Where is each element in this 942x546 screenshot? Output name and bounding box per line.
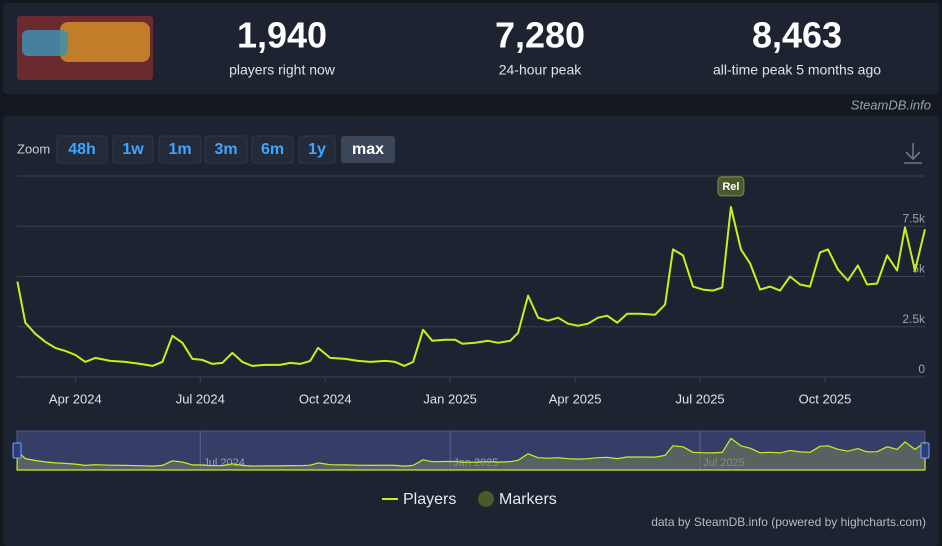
zoom-button[interactable]: 1m (158, 135, 202, 164)
zoom-button-label: 48h (68, 141, 96, 158)
navigator-line (16, 437, 926, 471)
zoom-button-bg (204, 135, 248, 164)
y-tick-label: 7.5k (902, 211, 926, 225)
thumbnail-car (22, 30, 68, 56)
download-icon[interactable] (904, 143, 922, 164)
marker-flag (717, 176, 745, 197)
x-tick-label: Jul 2025 (676, 391, 725, 406)
zoom-button[interactable]: 48h (56, 135, 108, 164)
x-tick-label: Jan 2025 (423, 391, 477, 406)
y-tick-label: 0 (918, 362, 925, 376)
navigator-handle[interactable] (12, 442, 22, 459)
legend-players[interactable]: Players (382, 491, 456, 508)
players-line (16, 205, 926, 367)
zoom-button-label: 1y (308, 141, 326, 158)
x-tick-label: Oct 2024 (299, 391, 352, 406)
stat-label: players right now (229, 62, 336, 78)
legend-markers[interactable]: Markers (478, 491, 557, 508)
chart-panel (3, 116, 939, 546)
zoom-button[interactable]: 6m (251, 135, 294, 164)
zoom-button-bg (158, 135, 202, 164)
x-tick-label: Jul 2024 (176, 391, 225, 406)
zoom-button-label: 6m (261, 141, 284, 158)
x-tick-label: Apr 2024 (49, 391, 102, 406)
y-tick-label: 2.5k (902, 312, 926, 326)
thumbnail-car (60, 22, 150, 62)
credits[interactable]: data by SteamDB.info (powered by highcha… (651, 515, 926, 529)
stat-label: 24-hour peak (499, 62, 583, 78)
zoom-button-bg (298, 135, 336, 164)
zoom-button-bg (251, 135, 294, 164)
zoom-button-label: max (352, 141, 384, 158)
header-panel (3, 3, 939, 94)
zoom-label: Zoom (17, 141, 50, 156)
legend-label: Markers (499, 491, 557, 508)
marker-label: Rel (722, 181, 739, 193)
navigator-handle[interactable] (920, 442, 930, 459)
zoom-button-bg (112, 135, 154, 164)
zoom-button[interactable]: 1y (298, 135, 336, 164)
stat-value: 1,940 (237, 15, 327, 56)
legend-label: Players (403, 491, 456, 508)
zoom-button[interactable]: max (341, 136, 395, 163)
stat-value: 7,280 (495, 15, 585, 56)
source: SteamDB.info (851, 97, 931, 112)
zoom-button[interactable]: 3m (204, 135, 248, 164)
x-tick-label: Apr 2025 (549, 391, 602, 406)
zoom-button-label: 1w (122, 141, 144, 158)
zoom-button-bg (341, 136, 395, 163)
zoom-button-bg (56, 135, 108, 164)
zoom-button-label: 1m (168, 141, 191, 158)
stat-label: all-time peak 5 months ago (713, 62, 881, 78)
legend-symbol (478, 491, 494, 507)
x-tick-label: Oct 2025 (799, 391, 852, 406)
zoom-button[interactable]: 1w (112, 135, 154, 164)
zoom-button-label: 3m (214, 141, 237, 158)
stat-value: 8,463 (752, 15, 842, 56)
